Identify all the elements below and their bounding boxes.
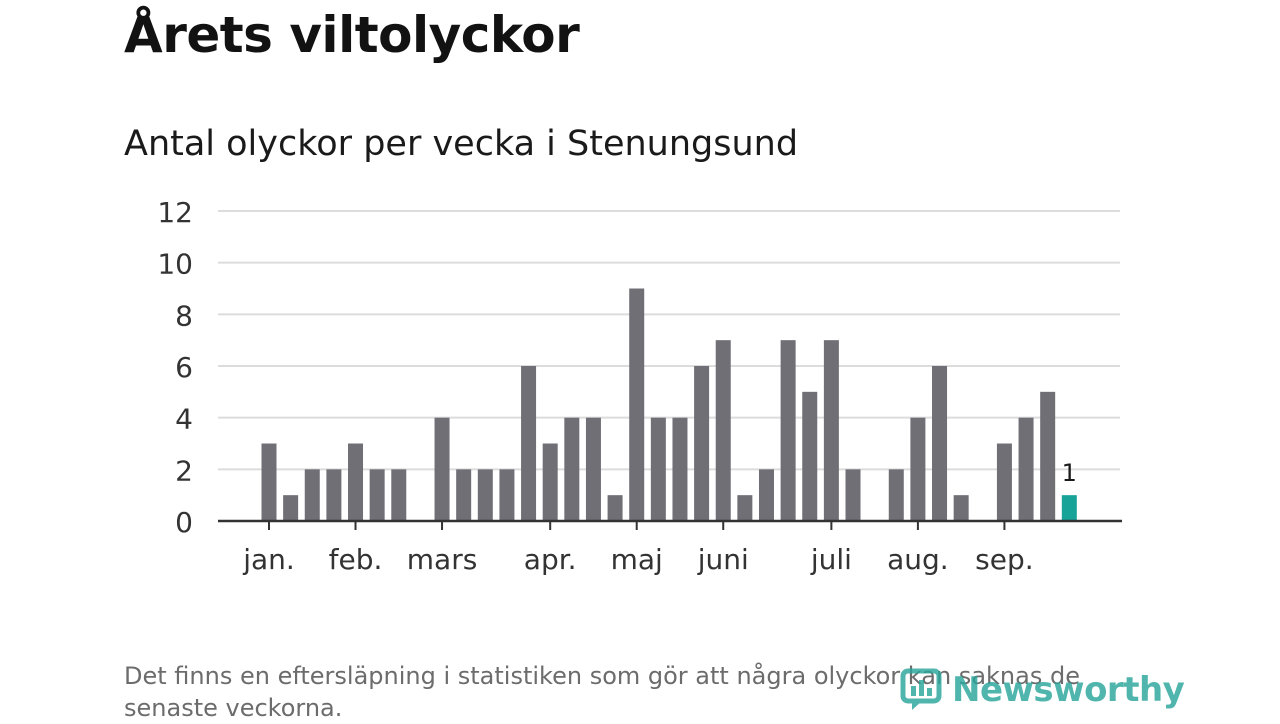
bar xyxy=(823,340,839,521)
bar xyxy=(261,443,277,521)
bar xyxy=(845,469,861,521)
brand-name: Newsworthy xyxy=(952,670,1185,710)
bar xyxy=(348,443,364,521)
bar xyxy=(758,469,774,521)
bar xyxy=(932,366,948,521)
bar xyxy=(910,417,926,521)
x-month-label: juni xyxy=(697,543,749,576)
y-tick-label: 2 xyxy=(175,454,193,487)
bar xyxy=(1040,391,1056,521)
x-month-label: apr. xyxy=(524,543,577,576)
y-tick-label: 10 xyxy=(157,248,193,281)
bar xyxy=(607,495,623,521)
x-month-label: feb. xyxy=(329,543,383,576)
bar xyxy=(369,469,385,521)
y-tick-label: 12 xyxy=(157,196,193,229)
bar xyxy=(996,443,1012,521)
bar xyxy=(694,366,710,521)
bar xyxy=(888,469,904,521)
y-tick-label: 4 xyxy=(175,403,193,436)
bar xyxy=(802,391,818,521)
x-month-label: jan. xyxy=(242,543,295,576)
bar xyxy=(304,469,320,521)
bar xyxy=(542,443,558,521)
x-month-label: aug. xyxy=(887,543,949,576)
bar xyxy=(585,417,601,521)
bar xyxy=(629,288,645,521)
y-tick-label: 0 xyxy=(175,506,193,539)
bar xyxy=(283,495,299,521)
x-month-label: maj xyxy=(611,543,663,576)
y-tick-label: 8 xyxy=(175,299,193,332)
newsworthy-brand: Newsworthy xyxy=(900,668,1185,712)
bar-chart: 0 2 4 6 8 10 12 1 jan. feb. mars apr. maj juni juli aug… xyxy=(157,196,1122,576)
bar xyxy=(391,469,407,521)
bar xyxy=(1018,417,1034,521)
y-tick-label: 6 xyxy=(175,351,193,384)
highlight-data-label: 1 xyxy=(1062,459,1077,487)
bar xyxy=(564,417,580,521)
bar xyxy=(672,417,688,521)
bar xyxy=(499,469,515,521)
x-month-label: sep. xyxy=(975,543,1034,576)
chart-title: Årets viltolyckor xyxy=(124,6,580,64)
bar xyxy=(650,417,666,521)
bar xyxy=(326,469,342,521)
x-month-label: mars xyxy=(407,543,478,576)
chart-subtitle: Antal olyckor per vecka i Stenungsund xyxy=(124,124,799,164)
bar xyxy=(477,469,493,521)
bar xyxy=(521,366,537,521)
bar xyxy=(953,495,969,521)
bar xyxy=(434,417,450,521)
x-month-label: juli xyxy=(810,543,852,576)
bar xyxy=(737,495,753,521)
highlight-bar xyxy=(1061,495,1077,521)
newsworthy-logo-icon xyxy=(900,668,942,710)
bar xyxy=(456,469,472,521)
bar xyxy=(780,340,796,521)
bar xyxy=(715,340,731,521)
